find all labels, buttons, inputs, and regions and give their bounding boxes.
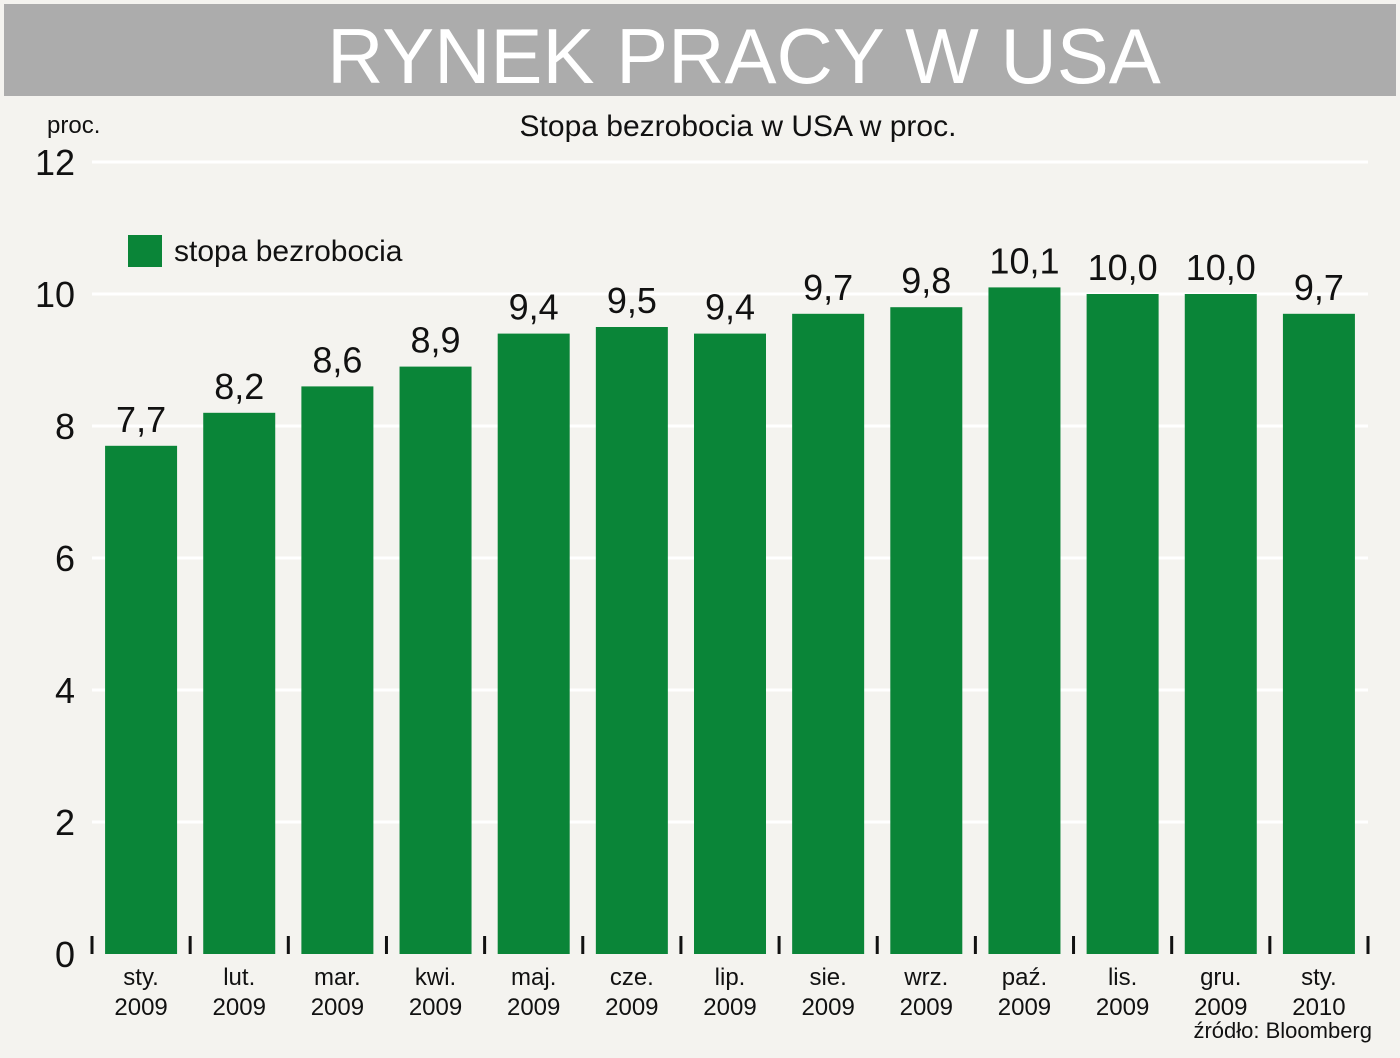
bar — [988, 287, 1061, 954]
bar-value-label: 9,4 — [509, 287, 559, 328]
x-tick-label-month: lip. — [715, 964, 746, 991]
bar — [595, 327, 668, 954]
legend-swatch — [128, 235, 162, 267]
bar-value-label: 10,0 — [1088, 247, 1158, 288]
bar-value-label: 8,9 — [411, 320, 461, 361]
bar — [203, 412, 276, 954]
x-tick-label-month: kwi. — [415, 964, 456, 991]
y-tick-label: 4 — [55, 670, 75, 711]
x-tick-label-year: 2009 — [409, 994, 462, 1021]
x-tick-label-month: sie. — [809, 964, 846, 991]
bar — [1184, 294, 1257, 954]
x-tick-label-month: lut. — [223, 964, 255, 991]
x-tick-label-year: 2009 — [507, 994, 560, 1021]
bar-value-label: 9,7 — [803, 267, 853, 308]
x-tick-label-year: 2009 — [1096, 994, 1149, 1021]
x-tick-label-year: 2009 — [605, 994, 658, 1021]
bar — [694, 333, 766, 955]
x-tick-label-month: lis. — [1108, 964, 1137, 991]
x-tick-label-year: 2009 — [114, 994, 167, 1021]
x-tick-label-year: 2010 — [1292, 994, 1345, 1021]
bar — [301, 386, 374, 954]
y-tick-label: 10 — [35, 274, 75, 315]
bar — [497, 333, 570, 955]
bar-value-label: 9,8 — [901, 260, 951, 301]
y-tick-label: 8 — [55, 406, 75, 447]
x-tick-label-year: 2009 — [801, 994, 854, 1021]
x-tick-label-year: 2009 — [703, 994, 756, 1021]
bar-value-label: 8,6 — [312, 339, 362, 380]
bar-value-label: 10,1 — [989, 240, 1059, 281]
page-title: RYNEK PRACY W USA — [327, 12, 1161, 100]
y-tick-label: 0 — [55, 934, 75, 975]
x-tick-label-month: sty. — [1301, 964, 1337, 991]
bar-value-label: 10,0 — [1186, 247, 1256, 288]
y-tick-label: 6 — [55, 538, 75, 579]
bar-value-label: 9,4 — [705, 287, 755, 328]
x-tick-label-month: maj. — [511, 964, 556, 991]
bar-value-label: 9,7 — [1294, 267, 1344, 308]
x-tick-label-month: cze. — [610, 964, 654, 991]
source-note: źródło: Bloomberg — [1193, 1018, 1372, 1043]
y-axis-unit-label: proc. — [47, 112, 101, 139]
chart-subtitle: Stopa bezrobocia w USA w proc. — [519, 110, 957, 143]
x-tick-label-month: sty. — [123, 964, 159, 991]
x-tick-label-year: 2009 — [900, 994, 953, 1021]
bar — [1282, 313, 1355, 954]
x-tick-label-month: mar. — [314, 964, 361, 991]
x-tick-label-year: 2009 — [998, 994, 1051, 1021]
bar-value-label: 7,7 — [116, 399, 166, 440]
x-tick-label-month: paź. — [1002, 964, 1047, 991]
x-tick-label-year: 2009 — [1194, 994, 1247, 1021]
title-banner: RYNEK PRACY W USA — [4, 4, 1396, 100]
bar — [890, 307, 963, 954]
bar — [1086, 294, 1159, 954]
y-tick-label: 12 — [35, 142, 75, 183]
x-tick-label-month: gru. — [1200, 964, 1241, 991]
x-tick-label-month: wrz. — [903, 964, 948, 991]
x-tick-label-year: 2009 — [311, 994, 364, 1021]
y-tick-label: 2 — [55, 802, 75, 843]
bar — [105, 445, 178, 954]
legend-label: stopa bezrobocia — [174, 235, 403, 268]
bar — [399, 366, 472, 955]
bar-value-label: 8,2 — [214, 366, 264, 407]
x-tick-label-year: 2009 — [213, 994, 266, 1021]
bar — [792, 313, 865, 954]
bar-value-label: 9,5 — [607, 280, 657, 321]
